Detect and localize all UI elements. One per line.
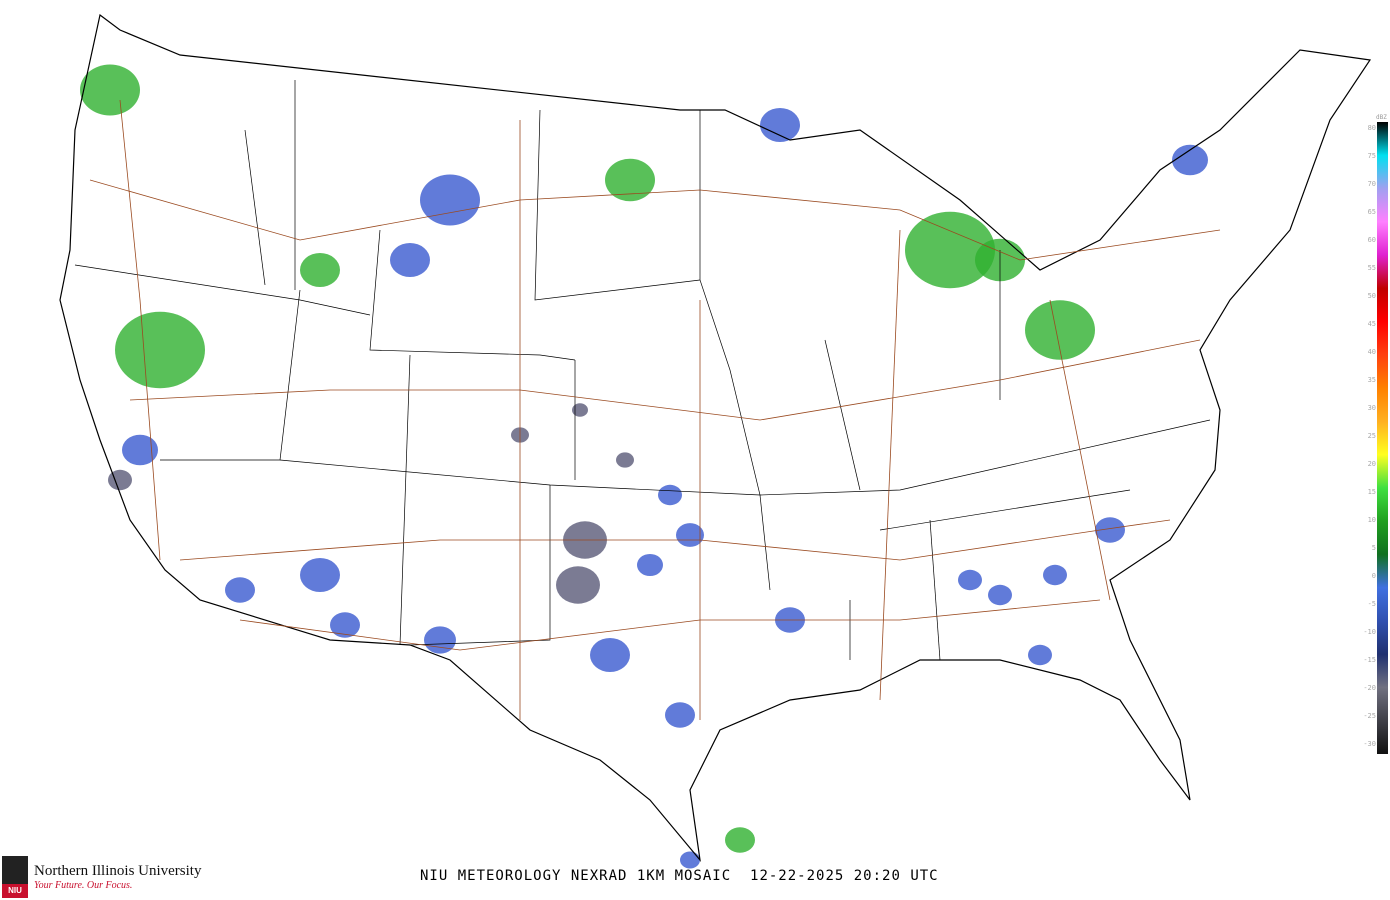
interstate-highways: [89, 99, 1221, 720]
map-time: 20:20 UTC: [853, 868, 939, 884]
map-title: NIU METEOROLOGY NEXRAD 1KM MOSAIC: [420, 868, 732, 884]
legend-tick: 65: [1367, 208, 1376, 216]
legend-tick: 0: [1371, 572, 1376, 580]
radar-echo: [115, 311, 205, 389]
radar-echo: [80, 64, 140, 116]
legend-tick: 30: [1367, 404, 1376, 412]
radar-echo: [108, 469, 132, 491]
legend-tick: -10: [1363, 628, 1376, 636]
niu-logo-mark: NIU: [2, 856, 28, 898]
legend-tick: 80: [1367, 124, 1376, 132]
map-date: 12-22-2025: [750, 868, 845, 884]
legend-color-bar: [1377, 122, 1388, 754]
legend-tick: 45: [1367, 320, 1376, 328]
legend-tick: 15: [1367, 488, 1376, 496]
radar-echo: [637, 553, 663, 577]
legend-tick: -30: [1363, 740, 1376, 748]
legend-tick: 75: [1367, 152, 1376, 160]
radar-echo: [300, 253, 340, 287]
map-caption: NIU METEOROLOGY NEXRAD 1KM MOSAIC 12-22-…: [420, 868, 939, 884]
radar-echo: [420, 174, 480, 226]
radar-echo: [300, 558, 340, 592]
legend-tick: 55: [1367, 264, 1376, 272]
radar-echo: [605, 158, 655, 202]
legend-tick: -15: [1363, 656, 1376, 664]
radar-echo: [1025, 300, 1095, 360]
legend-unit: dBZ: [1376, 114, 1387, 121]
niu-logo: NIU Northern Illinois University Your Fu…: [2, 856, 242, 898]
legend-tick: 5: [1371, 544, 1376, 552]
logo-tagline: Your Future. Our Focus.: [34, 880, 133, 891]
legend-tick: 10: [1367, 516, 1376, 524]
radar-echo: [658, 484, 682, 506]
radar-echo: [424, 626, 456, 654]
radar-echo: [1095, 517, 1125, 543]
radar-echo: [905, 211, 995, 289]
legend-tick: 70: [1367, 180, 1376, 188]
legend-tick: -5: [1367, 600, 1376, 608]
legend-tick: 40: [1367, 348, 1376, 356]
radar-echo: [1028, 644, 1052, 666]
radar-echoes: [80, 64, 1208, 869]
us-outline: [59, 13, 1372, 863]
legend-tick: 20: [1367, 460, 1376, 468]
radar-echo: [390, 243, 430, 277]
logo-name: Northern Illinois University: [34, 863, 202, 879]
state-borders: [74, 80, 1211, 661]
radar-echo: [572, 403, 588, 417]
radar-echo: [1043, 564, 1067, 586]
radar-echo: [590, 638, 630, 672]
dbz-legend: dBZ 80 75 70 65 60 55 50 45 40 35 30 25 20 15 10 5 0 -5 -1…: [1362, 114, 1390, 754]
radar-echo: [1172, 144, 1208, 176]
legend-tick: 35: [1367, 376, 1376, 384]
legend-tick: 25: [1367, 432, 1376, 440]
legend-tick: 50: [1367, 292, 1376, 300]
radar-echo: [225, 577, 255, 603]
radar-echo: [988, 584, 1012, 606]
radar-echo: [556, 566, 600, 604]
legend-tick: 60: [1367, 236, 1376, 244]
radar-echo: [680, 851, 700, 869]
radar-echo: [760, 108, 800, 142]
legend-tick: -20: [1363, 684, 1376, 692]
radar-echo: [725, 827, 755, 853]
radar-echo: [676, 523, 704, 547]
radar-echo: [122, 434, 158, 466]
radar-echo: [665, 702, 695, 728]
legend-tick: -25: [1363, 712, 1376, 720]
radar-echo: [330, 612, 360, 638]
radar-echo: [616, 452, 634, 468]
radar-echo: [958, 569, 982, 591]
